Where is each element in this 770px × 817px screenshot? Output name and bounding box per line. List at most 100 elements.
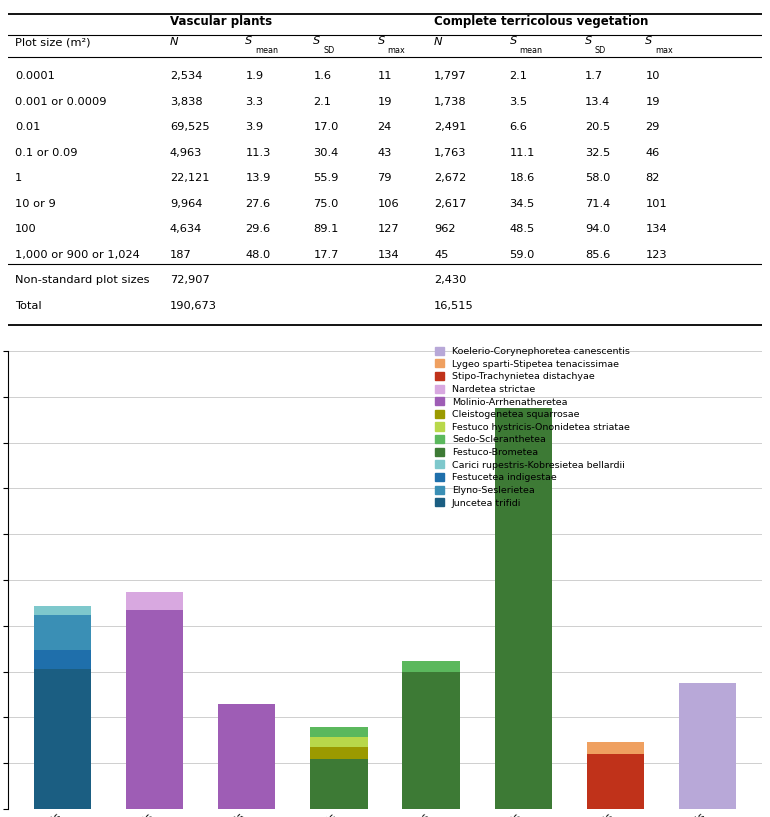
Text: 29.6: 29.6 — [246, 224, 270, 234]
Text: S: S — [313, 36, 320, 46]
Text: N: N — [170, 38, 179, 47]
Text: Total: Total — [15, 301, 42, 310]
Text: 3.9: 3.9 — [246, 123, 263, 132]
Text: 1.6: 1.6 — [313, 71, 331, 81]
Text: Complete terricolous vegetation: Complete terricolous vegetation — [434, 16, 648, 29]
Text: 134: 134 — [377, 250, 399, 260]
Text: SD: SD — [323, 46, 334, 55]
Text: 69,525: 69,525 — [170, 123, 209, 132]
Text: 17.0: 17.0 — [313, 123, 339, 132]
Text: 127: 127 — [377, 224, 399, 234]
Text: mean: mean — [519, 46, 542, 55]
Bar — [35, 650, 92, 669]
Text: 45: 45 — [434, 250, 448, 260]
Text: 11.1: 11.1 — [510, 148, 535, 158]
Text: 1.7: 1.7 — [585, 71, 603, 81]
Bar — [403, 662, 460, 672]
Text: 1,763: 1,763 — [434, 148, 467, 158]
Bar — [310, 748, 367, 759]
Text: 0.001 or 0.0009: 0.001 or 0.0009 — [15, 96, 107, 107]
Text: 13.4: 13.4 — [585, 96, 610, 107]
Bar — [35, 605, 92, 614]
Text: 1: 1 — [15, 173, 22, 183]
Text: 0.0001: 0.0001 — [15, 71, 55, 81]
Text: 94.0: 94.0 — [585, 224, 610, 234]
Text: N: N — [434, 38, 443, 47]
Bar — [126, 610, 183, 809]
Text: mean: mean — [255, 46, 278, 55]
Text: 19: 19 — [377, 96, 392, 107]
Text: SD: SD — [594, 46, 606, 55]
Text: 101: 101 — [645, 199, 667, 208]
Text: 27.6: 27.6 — [246, 199, 270, 208]
Bar — [310, 759, 367, 809]
Bar — [587, 754, 644, 809]
Text: 16,515: 16,515 — [434, 301, 474, 310]
Text: 2,617: 2,617 — [434, 199, 467, 208]
Text: max: max — [655, 46, 673, 55]
Text: 58.0: 58.0 — [585, 173, 611, 183]
Text: 18.6: 18.6 — [510, 173, 534, 183]
Text: 34.5: 34.5 — [510, 199, 534, 208]
Text: S: S — [585, 36, 592, 46]
Text: 59.0: 59.0 — [510, 250, 535, 260]
Text: 17.7: 17.7 — [313, 250, 339, 260]
Text: 1,738: 1,738 — [434, 96, 467, 107]
Text: 1,797: 1,797 — [434, 71, 467, 81]
Text: 0.1 or 0.09: 0.1 or 0.09 — [15, 148, 78, 158]
Text: 106: 106 — [377, 199, 399, 208]
Text: 2,491: 2,491 — [434, 123, 467, 132]
Text: 9,964: 9,964 — [170, 199, 203, 208]
Bar — [403, 672, 460, 809]
Text: 3.5: 3.5 — [510, 96, 527, 107]
Text: 187: 187 — [170, 250, 192, 260]
Text: 1.9: 1.9 — [246, 71, 263, 81]
Bar — [35, 614, 92, 650]
Text: 72,907: 72,907 — [170, 275, 209, 285]
Text: 30.4: 30.4 — [313, 148, 339, 158]
Text: 2,534: 2,534 — [170, 71, 203, 81]
Text: 19: 19 — [645, 96, 660, 107]
Text: 100: 100 — [15, 224, 37, 234]
Text: 22,121: 22,121 — [170, 173, 209, 183]
Text: S: S — [645, 36, 653, 46]
Text: max: max — [387, 46, 405, 55]
Bar — [219, 704, 276, 809]
Bar — [587, 743, 644, 754]
Text: 134: 134 — [645, 224, 667, 234]
Text: 24: 24 — [377, 123, 392, 132]
Text: 4,634: 4,634 — [170, 224, 203, 234]
Bar — [494, 408, 551, 809]
Text: S: S — [377, 36, 385, 46]
Text: 85.6: 85.6 — [585, 250, 610, 260]
Text: 11.3: 11.3 — [246, 148, 271, 158]
Text: 32.5: 32.5 — [585, 148, 610, 158]
Text: 71.4: 71.4 — [585, 199, 610, 208]
Text: 190,673: 190,673 — [170, 301, 217, 310]
Text: 48.5: 48.5 — [510, 224, 534, 234]
Text: 10: 10 — [645, 71, 660, 81]
Text: 1,000 or 900 or 1,024: 1,000 or 900 or 1,024 — [15, 250, 140, 260]
Text: 75.0: 75.0 — [313, 199, 339, 208]
Text: 0.01: 0.01 — [15, 123, 41, 132]
Text: 55.9: 55.9 — [313, 173, 339, 183]
Text: 82: 82 — [645, 173, 660, 183]
Text: 2,430: 2,430 — [434, 275, 467, 285]
Text: 89.1: 89.1 — [313, 224, 339, 234]
Text: 2,672: 2,672 — [434, 173, 467, 183]
Text: 4,963: 4,963 — [170, 148, 203, 158]
Text: 11: 11 — [377, 71, 392, 81]
Text: 3.3: 3.3 — [246, 96, 263, 107]
Text: 2.1: 2.1 — [313, 96, 331, 107]
Legend: Koelerio-Corynephoretea canescentis, Lygeo sparti-Stipetea tenacissimae, Stipo-T: Koelerio-Corynephoretea canescentis, Lyg… — [435, 346, 630, 507]
Text: S: S — [246, 36, 253, 46]
Text: Plot size (m²): Plot size (m²) — [15, 38, 91, 47]
Text: Non-standard plot sizes: Non-standard plot sizes — [15, 275, 149, 285]
Text: 29: 29 — [645, 123, 660, 132]
Text: 6.6: 6.6 — [510, 123, 527, 132]
Text: 13.9: 13.9 — [246, 173, 271, 183]
Bar — [126, 592, 183, 610]
Bar — [310, 727, 367, 737]
Text: 46: 46 — [645, 148, 660, 158]
Text: 48.0: 48.0 — [246, 250, 270, 260]
